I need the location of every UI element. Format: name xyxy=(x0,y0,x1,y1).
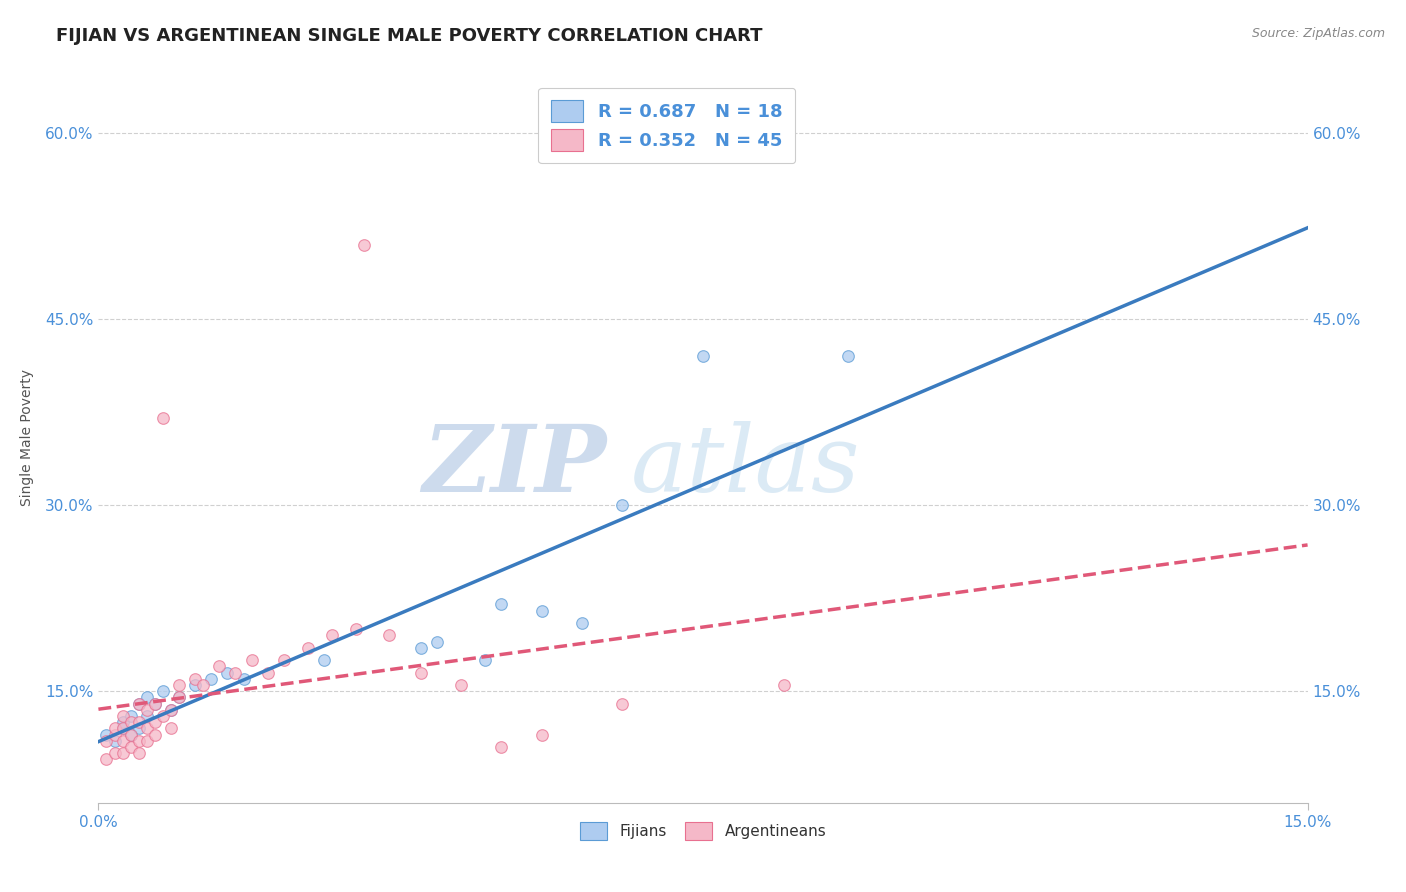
Point xyxy=(184,678,207,692)
Point xyxy=(837,350,859,364)
Point xyxy=(353,238,375,252)
Point xyxy=(152,709,174,723)
Point xyxy=(240,653,263,667)
Point xyxy=(692,350,714,364)
Point xyxy=(200,672,222,686)
Point xyxy=(135,722,157,736)
Point xyxy=(256,665,278,680)
Point xyxy=(160,722,183,736)
Point xyxy=(103,728,125,742)
Point xyxy=(160,703,183,717)
Point xyxy=(128,715,150,730)
Point xyxy=(409,640,432,655)
Text: atlas: atlas xyxy=(630,421,860,511)
Point xyxy=(426,634,449,648)
Point xyxy=(224,665,246,680)
Point xyxy=(111,709,134,723)
Point xyxy=(120,728,142,742)
Point xyxy=(135,690,157,705)
Point xyxy=(120,715,142,730)
Point xyxy=(120,709,142,723)
Point xyxy=(297,640,319,655)
Legend: Fijians, Argentineans: Fijians, Argentineans xyxy=(574,815,832,847)
Point xyxy=(120,739,142,754)
Point xyxy=(491,598,513,612)
Point xyxy=(491,739,513,754)
Point xyxy=(152,411,174,425)
Point xyxy=(612,697,634,711)
Point xyxy=(321,628,343,642)
Text: ZIP: ZIP xyxy=(422,421,606,511)
Point xyxy=(143,697,166,711)
Point xyxy=(96,728,118,742)
Point xyxy=(128,746,150,760)
Point xyxy=(184,672,207,686)
Point xyxy=(612,498,634,512)
Point xyxy=(571,615,593,630)
Point xyxy=(143,715,166,730)
Point xyxy=(111,734,134,748)
Point xyxy=(273,653,295,667)
Point xyxy=(772,678,794,692)
Point xyxy=(111,722,134,736)
Point xyxy=(128,697,150,711)
Point xyxy=(128,734,150,748)
Point xyxy=(103,722,125,736)
Point xyxy=(128,722,150,736)
Point xyxy=(111,722,134,736)
Point xyxy=(135,709,157,723)
Point xyxy=(143,697,166,711)
Point xyxy=(530,604,553,618)
Point xyxy=(152,684,174,698)
Point xyxy=(111,715,134,730)
Point xyxy=(128,697,150,711)
Y-axis label: Single Male Poverty: Single Male Poverty xyxy=(20,368,34,506)
Point xyxy=(160,703,183,717)
Point xyxy=(409,665,432,680)
Point xyxy=(530,728,553,742)
Point xyxy=(193,678,215,692)
Point xyxy=(167,678,190,692)
Point xyxy=(208,659,231,673)
Text: FIJIAN VS ARGENTINEAN SINGLE MALE POVERTY CORRELATION CHART: FIJIAN VS ARGENTINEAN SINGLE MALE POVERT… xyxy=(56,27,762,45)
Point xyxy=(103,746,125,760)
Point xyxy=(135,734,157,748)
Point xyxy=(344,622,367,636)
Point xyxy=(111,746,134,760)
Point xyxy=(96,734,118,748)
Point xyxy=(232,672,254,686)
Point xyxy=(135,703,157,717)
Point xyxy=(474,653,496,667)
Point xyxy=(167,690,190,705)
Text: Source: ZipAtlas.com: Source: ZipAtlas.com xyxy=(1251,27,1385,40)
Point xyxy=(96,752,118,766)
Point xyxy=(314,653,336,667)
Point xyxy=(167,690,190,705)
Point xyxy=(377,628,399,642)
Point xyxy=(450,678,472,692)
Point xyxy=(143,728,166,742)
Point xyxy=(217,665,239,680)
Point xyxy=(103,734,125,748)
Point xyxy=(120,728,142,742)
